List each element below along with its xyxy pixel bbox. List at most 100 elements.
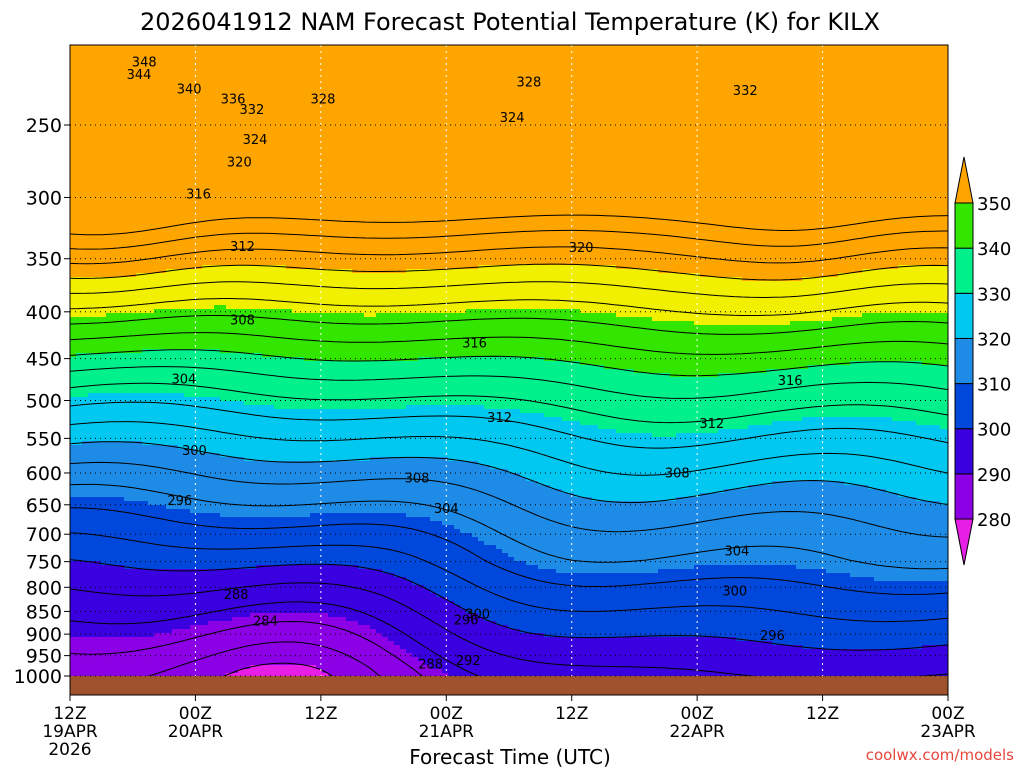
contour-fill-cell xyxy=(250,581,257,586)
contour-fill-cell xyxy=(238,413,245,418)
contour-fill-cell xyxy=(166,469,173,474)
contour-fill-cell xyxy=(172,189,179,194)
contour-fill-cell xyxy=(178,629,185,634)
contour-fill-cell xyxy=(208,509,215,514)
contour-fill-cell xyxy=(154,213,161,218)
contour-fill-cell xyxy=(160,65,167,70)
contour-fill-cell xyxy=(118,113,125,118)
contour-fill-cell xyxy=(184,617,191,622)
contour-fill-cell xyxy=(244,473,251,478)
contour-fill-cell xyxy=(136,81,143,86)
contour-fill-cell xyxy=(184,213,191,218)
contour-fill-cell xyxy=(100,341,107,346)
contour-fill-cell xyxy=(70,329,77,334)
contour-fill-cell xyxy=(238,489,245,494)
contour-fill-cell xyxy=(220,581,227,586)
contour-fill-cell xyxy=(232,661,239,666)
contour-fill-cell xyxy=(94,109,101,114)
contour-fill-cell xyxy=(226,401,233,406)
contour-fill-cell xyxy=(196,589,203,594)
contour-fill-cell xyxy=(232,93,239,98)
contour-fill-cell xyxy=(106,281,113,286)
contour-fill-cell xyxy=(220,537,227,542)
contour-fill-cell xyxy=(214,657,221,662)
contour-fill-cell xyxy=(82,145,89,150)
contour-fill-cell xyxy=(142,61,149,66)
contour-fill-cell xyxy=(196,161,203,166)
contour-fill-cell xyxy=(130,193,137,198)
contour-fill-cell xyxy=(70,273,77,278)
contour-fill-cell xyxy=(178,229,185,234)
contour-fill-cell xyxy=(250,585,257,590)
contour-fill-cell xyxy=(256,197,263,202)
contour-fill-cell xyxy=(256,157,263,162)
contour-fill-cell xyxy=(106,285,113,290)
contour-fill-cell xyxy=(100,281,107,286)
contour-fill-cell xyxy=(160,557,167,562)
contour-fill-cell xyxy=(244,445,251,450)
contour-fill-cell xyxy=(70,113,77,118)
contour-fill-cell xyxy=(178,101,185,106)
contour-fill-cell xyxy=(226,489,233,494)
contour-fill-cell xyxy=(106,649,113,654)
contour-fill-cell xyxy=(94,69,101,74)
contour-fill-cell xyxy=(100,189,107,194)
contour-fill-cell xyxy=(130,125,137,130)
contour-fill-cell xyxy=(184,225,191,230)
contour-fill-cell xyxy=(76,85,83,90)
contour-fill-cell xyxy=(190,333,197,338)
contour-fill-cell xyxy=(136,501,143,506)
contour-fill-cell xyxy=(232,293,239,298)
contour-fill-cell xyxy=(124,101,131,106)
contour-fill-cell xyxy=(106,217,113,222)
contour-fill-cell xyxy=(190,637,197,642)
contour-fill-cell xyxy=(214,121,221,126)
contour-fill-cell xyxy=(82,461,89,466)
contour-fill-cell xyxy=(118,437,125,442)
contour-fill-cell xyxy=(214,649,221,654)
contour-fill-cell xyxy=(106,209,113,214)
contour-fill-cell xyxy=(208,305,215,310)
contour-fill-cell xyxy=(238,617,245,622)
contour-fill-cell xyxy=(112,545,119,550)
contour-fill-cell xyxy=(118,133,125,138)
contour-fill-cell xyxy=(142,125,149,130)
contour-fill-cell xyxy=(244,177,251,182)
contour-fill-cell xyxy=(94,89,101,94)
contour-fill-cell xyxy=(208,565,215,570)
contour-fill-cell xyxy=(88,461,95,466)
contour-fill-cell xyxy=(124,469,131,474)
contour-fill-cell xyxy=(82,597,89,602)
contour-fill-cell xyxy=(202,357,209,362)
contour-fill-cell xyxy=(112,69,119,74)
contour-fill-cell xyxy=(94,189,101,194)
contour-fill-cell xyxy=(214,393,221,398)
contour-fill-cell xyxy=(124,113,131,118)
contour-fill-cell xyxy=(190,577,197,582)
contour-fill-cell xyxy=(238,457,245,462)
contour-fill-cell xyxy=(232,345,239,350)
contour-fill-cell xyxy=(82,613,89,618)
contour-fill-cell xyxy=(82,317,89,322)
contour-fill-cell xyxy=(238,649,245,654)
contour-fill-cell xyxy=(100,201,107,206)
contour-fill-cell xyxy=(208,57,215,62)
contour-fill-cell xyxy=(178,269,185,274)
contour-fill-cell xyxy=(82,573,89,578)
contour-fill-cell xyxy=(82,89,89,94)
contour-fill-cell xyxy=(142,645,149,650)
contour-fill-cell xyxy=(100,61,107,66)
contour-fill-cell xyxy=(202,561,209,566)
contour-fill-cell xyxy=(220,93,227,98)
contour-fill-cell xyxy=(136,281,143,286)
contour-fill-cell xyxy=(208,129,215,134)
contour-fill-cell xyxy=(190,521,197,526)
contour-fill-cell xyxy=(160,145,167,150)
contour-fill-cell xyxy=(70,177,77,182)
contour-fill-cell xyxy=(196,565,203,570)
contour-fill-cell xyxy=(82,121,89,126)
contour-fill-cell xyxy=(184,405,191,410)
contour-fill-cell xyxy=(214,69,221,74)
contour-fill-cell xyxy=(208,633,215,638)
contour-fill-cell xyxy=(118,201,125,206)
